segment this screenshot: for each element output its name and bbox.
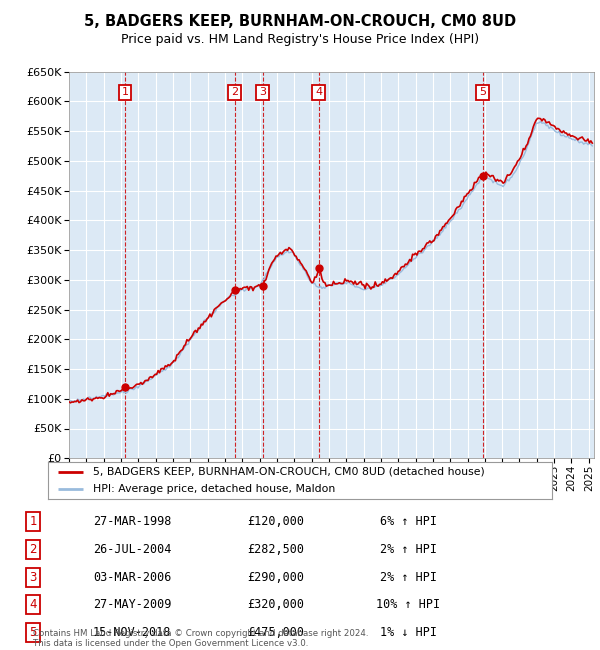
Text: 5, BADGERS KEEP, BURNHAM-ON-CROUCH, CM0 8UD: 5, BADGERS KEEP, BURNHAM-ON-CROUCH, CM0 … <box>84 14 516 29</box>
Text: 26-JUL-2004: 26-JUL-2004 <box>93 543 171 556</box>
Text: Contains HM Land Registry data © Crown copyright and database right 2024.
This d: Contains HM Land Registry data © Crown c… <box>33 629 368 648</box>
Text: 2% ↑ HPI: 2% ↑ HPI <box>380 543 437 556</box>
Text: HPI: Average price, detached house, Maldon: HPI: Average price, detached house, Mald… <box>94 484 335 494</box>
Text: 27-MAR-1998: 27-MAR-1998 <box>93 515 171 528</box>
Text: 1% ↓ HPI: 1% ↓ HPI <box>380 626 437 639</box>
Text: 2% ↑ HPI: 2% ↑ HPI <box>380 571 437 584</box>
Text: 3: 3 <box>259 87 266 98</box>
Text: 2: 2 <box>29 543 37 556</box>
Text: 15-NOV-2018: 15-NOV-2018 <box>93 626 171 639</box>
Text: 1: 1 <box>121 87 128 98</box>
Text: 1: 1 <box>29 515 37 528</box>
Text: 3: 3 <box>29 571 37 584</box>
Text: Price paid vs. HM Land Registry's House Price Index (HPI): Price paid vs. HM Land Registry's House … <box>121 32 479 46</box>
Text: £120,000: £120,000 <box>248 515 305 528</box>
Text: 4: 4 <box>29 598 37 611</box>
Text: 5, BADGERS KEEP, BURNHAM-ON-CROUCH, CM0 8UD (detached house): 5, BADGERS KEEP, BURNHAM-ON-CROUCH, CM0 … <box>94 467 485 476</box>
Text: 27-MAY-2009: 27-MAY-2009 <box>93 598 171 611</box>
Text: 03-MAR-2006: 03-MAR-2006 <box>93 571 171 584</box>
Text: 5: 5 <box>479 87 486 98</box>
Text: £290,000: £290,000 <box>248 571 305 584</box>
Text: 5: 5 <box>29 626 37 639</box>
Text: £282,500: £282,500 <box>248 543 305 556</box>
Text: £475,000: £475,000 <box>248 626 305 639</box>
Text: 2: 2 <box>231 87 238 98</box>
Text: 6% ↑ HPI: 6% ↑ HPI <box>380 515 437 528</box>
Text: £320,000: £320,000 <box>248 598 305 611</box>
Text: 4: 4 <box>315 87 322 98</box>
Text: 10% ↑ HPI: 10% ↑ HPI <box>376 598 440 611</box>
